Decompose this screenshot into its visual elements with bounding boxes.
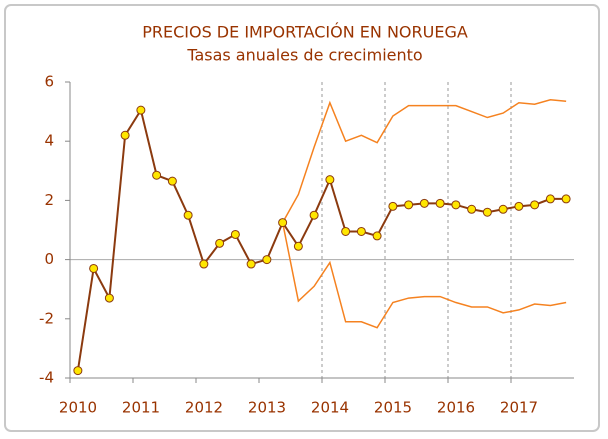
point xyxy=(246,259,256,269)
point xyxy=(167,176,177,186)
point xyxy=(498,204,508,214)
point xyxy=(309,210,319,220)
point xyxy=(230,229,240,239)
chart-title: PRECIOS DE IMPORTACIÓN EN NORUEGA xyxy=(142,23,468,42)
point xyxy=(136,105,146,115)
x-tick-label: 2011 xyxy=(122,399,160,417)
point xyxy=(199,259,209,269)
point xyxy=(341,226,351,236)
x-tick-label: 2012 xyxy=(185,399,223,417)
chart-frame xyxy=(4,4,600,432)
point xyxy=(419,198,429,208)
x-tick-label: 2014 xyxy=(311,399,349,417)
point xyxy=(183,210,193,220)
point xyxy=(545,194,555,204)
point xyxy=(215,238,225,248)
point xyxy=(325,175,335,185)
point xyxy=(388,201,398,211)
y-tick-label: 0 xyxy=(44,250,54,268)
series-line xyxy=(281,99,567,223)
point xyxy=(293,241,303,251)
chart-subtitle: Tasas anuales de crecimiento xyxy=(186,46,422,65)
point xyxy=(372,231,382,241)
point xyxy=(530,200,540,210)
point xyxy=(120,130,130,140)
y-tick-label: 4 xyxy=(44,132,54,150)
x-tick-label: 2017 xyxy=(500,399,538,417)
series-line xyxy=(281,222,567,329)
point xyxy=(514,201,524,211)
y-tick-label: 2 xyxy=(44,191,54,209)
y-tick-label: -4 xyxy=(39,369,54,387)
point xyxy=(152,170,162,180)
point xyxy=(435,198,445,208)
point xyxy=(278,218,288,228)
point xyxy=(451,200,461,210)
point xyxy=(89,263,99,273)
y-tick-label: 6 xyxy=(44,73,54,91)
x-tick-label: 2016 xyxy=(437,399,475,417)
point xyxy=(73,366,83,376)
y-tick-label: -2 xyxy=(39,309,54,327)
point xyxy=(482,207,492,217)
point xyxy=(104,293,114,303)
point xyxy=(467,204,477,214)
point xyxy=(356,226,366,236)
point xyxy=(561,194,571,204)
point xyxy=(404,200,414,210)
x-tick-label: 2010 xyxy=(59,399,97,417)
x-tick-label: 2013 xyxy=(248,399,286,417)
x-tick-label: 2015 xyxy=(374,399,412,417)
point xyxy=(262,255,272,265)
